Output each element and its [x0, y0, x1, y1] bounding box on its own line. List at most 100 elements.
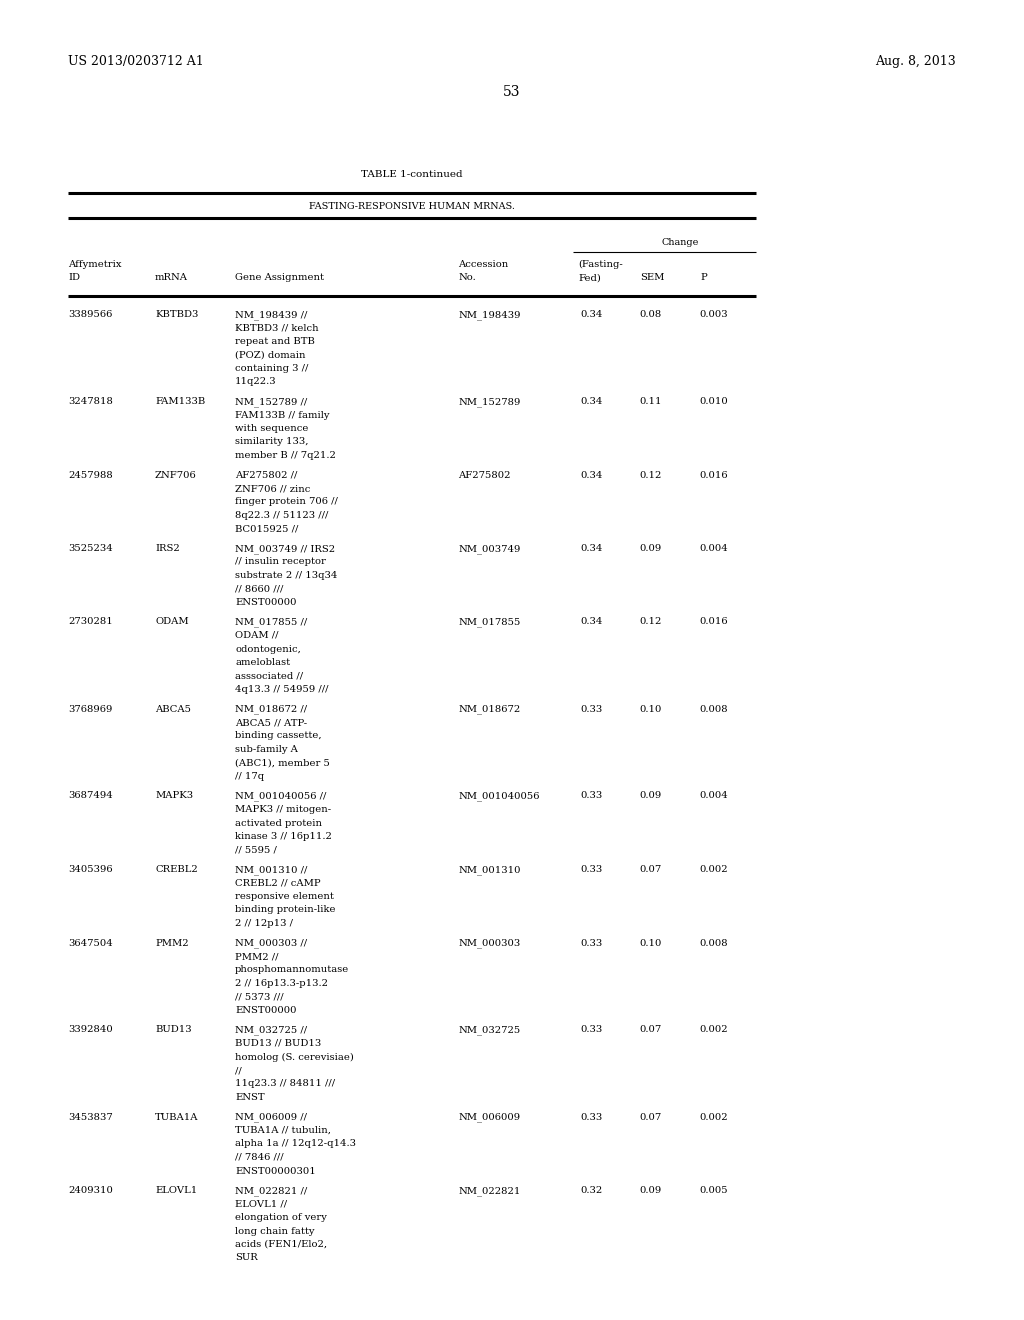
Text: 11q23.3 // 84811 ///: 11q23.3 // 84811 /// [234, 1080, 335, 1089]
Text: containing 3 //: containing 3 // [234, 364, 308, 374]
Text: 8q22.3 // 51123 ///: 8q22.3 // 51123 /// [234, 511, 329, 520]
Text: 0.11: 0.11 [640, 397, 662, 407]
Text: 3247818: 3247818 [68, 397, 113, 407]
Text: TABLE 1-continued: TABLE 1-continued [361, 170, 463, 180]
Text: 2457988: 2457988 [68, 470, 113, 479]
Text: (POZ) domain: (POZ) domain [234, 351, 305, 359]
Text: NM_000303 //: NM_000303 // [234, 939, 307, 948]
Text: NM_198439: NM_198439 [458, 310, 520, 319]
Text: acids (FEN1/Elo2,: acids (FEN1/Elo2, [234, 1239, 327, 1249]
Text: 3525234: 3525234 [68, 544, 113, 553]
Text: NM_152789 //: NM_152789 // [234, 397, 307, 407]
Text: 0.010: 0.010 [699, 397, 728, 407]
Text: NM_001310 //: NM_001310 // [234, 865, 307, 875]
Text: 0.34: 0.34 [581, 310, 603, 319]
Text: PMM2: PMM2 [155, 939, 188, 948]
Text: 0.07: 0.07 [640, 865, 662, 874]
Text: BUD13 // BUD13: BUD13 // BUD13 [234, 1039, 322, 1048]
Text: 3647504: 3647504 [68, 939, 113, 948]
Text: 3405396: 3405396 [68, 865, 113, 874]
Text: NM_001310: NM_001310 [458, 865, 520, 875]
Text: 0.33: 0.33 [581, 705, 603, 714]
Text: binding protein-like: binding protein-like [234, 906, 336, 915]
Text: ODAM //: ODAM // [234, 631, 279, 640]
Text: NM_018672 //: NM_018672 // [234, 705, 307, 714]
Text: 2 // 12p13 /: 2 // 12p13 / [234, 919, 293, 928]
Text: long chain fatty: long chain fatty [234, 1226, 314, 1236]
Text: P: P [700, 273, 707, 282]
Text: 4q13.3 // 54959 ///: 4q13.3 // 54959 /// [234, 685, 329, 694]
Text: 0.07: 0.07 [640, 1113, 662, 1122]
Text: 53: 53 [503, 84, 521, 99]
Text: NM_001040056: NM_001040056 [458, 792, 540, 801]
Text: CREBL2 // cAMP: CREBL2 // cAMP [234, 879, 321, 887]
Text: 0.33: 0.33 [581, 792, 603, 800]
Text: NM_032725 //: NM_032725 // [234, 1026, 307, 1035]
Text: NM_003749 // IRS2: NM_003749 // IRS2 [234, 544, 335, 553]
Text: ELOVL1 //: ELOVL1 // [234, 1200, 287, 1209]
Text: NM_152789: NM_152789 [458, 397, 520, 407]
Text: ABCA5: ABCA5 [155, 705, 191, 714]
Text: 0.10: 0.10 [640, 705, 662, 714]
Text: NM_017855: NM_017855 [458, 618, 520, 627]
Text: NM_017855 //: NM_017855 // [234, 618, 307, 627]
Text: 3392840: 3392840 [68, 1026, 113, 1035]
Text: with sequence: with sequence [234, 424, 308, 433]
Text: activated protein: activated protein [234, 818, 322, 828]
Text: 0.07: 0.07 [640, 1026, 662, 1035]
Text: elongation of very: elongation of very [234, 1213, 327, 1222]
Text: 0.016: 0.016 [699, 618, 728, 627]
Text: asssociated //: asssociated // [234, 672, 303, 681]
Text: Change: Change [662, 238, 698, 247]
Text: TUBA1A: TUBA1A [155, 1113, 199, 1122]
Text: AF275802: AF275802 [458, 470, 511, 479]
Text: 0.10: 0.10 [640, 939, 662, 948]
Text: kinase 3 // 16p11.2: kinase 3 // 16p11.2 [234, 832, 332, 841]
Text: repeat and BTB: repeat and BTB [234, 337, 314, 346]
Text: KBTBD3 // kelch: KBTBD3 // kelch [234, 323, 318, 333]
Text: ID: ID [68, 273, 80, 282]
Text: similarity 133,: similarity 133, [234, 437, 308, 446]
Text: NM_000303: NM_000303 [458, 939, 520, 948]
Text: ameloblast: ameloblast [234, 657, 290, 667]
Text: responsive element: responsive element [234, 892, 334, 902]
Text: 0.12: 0.12 [640, 618, 662, 627]
Text: // 8660 ///: // 8660 /// [234, 585, 284, 594]
Text: SUR: SUR [234, 1254, 258, 1262]
Text: // 7846 ///: // 7846 /// [234, 1152, 284, 1162]
Text: SEM: SEM [640, 273, 665, 282]
Text: TUBA1A // tubulin,: TUBA1A // tubulin, [234, 1126, 331, 1135]
Text: member B // 7q21.2: member B // 7q21.2 [234, 451, 336, 459]
Text: 3687494: 3687494 [68, 792, 113, 800]
Text: NM_022821: NM_022821 [458, 1185, 520, 1196]
Text: NM_003749: NM_003749 [458, 544, 520, 553]
Text: 0.09: 0.09 [640, 1185, 662, 1195]
Text: KBTBD3: KBTBD3 [155, 310, 199, 319]
Text: 3453837: 3453837 [68, 1113, 113, 1122]
Text: 0.005: 0.005 [699, 1185, 728, 1195]
Text: ENST: ENST [234, 1093, 264, 1102]
Text: 0.09: 0.09 [640, 792, 662, 800]
Text: 0.08: 0.08 [640, 310, 662, 319]
Text: sub-family A: sub-family A [234, 744, 298, 754]
Text: PMM2 //: PMM2 // [234, 952, 279, 961]
Text: 0.002: 0.002 [699, 1026, 728, 1035]
Text: Accession: Accession [458, 260, 508, 269]
Text: AF275802 //: AF275802 // [234, 470, 297, 479]
Text: BC015925 //: BC015925 // [234, 524, 298, 533]
Text: 0.016: 0.016 [699, 470, 728, 479]
Text: ZNF706: ZNF706 [155, 470, 197, 479]
Text: //: // [234, 1067, 242, 1074]
Text: MAPK3 // mitogen-: MAPK3 // mitogen- [234, 805, 331, 814]
Text: homolog (S. cerevisiae): homolog (S. cerevisiae) [234, 1052, 354, 1061]
Text: ABCA5 // ATP-: ABCA5 // ATP- [234, 718, 307, 727]
Text: 0.34: 0.34 [581, 397, 603, 407]
Text: FAM133B: FAM133B [155, 397, 205, 407]
Text: NM_006009: NM_006009 [458, 1113, 520, 1122]
Text: 0.32: 0.32 [581, 1185, 603, 1195]
Text: substrate 2 // 13q34: substrate 2 // 13q34 [234, 572, 337, 579]
Text: (ABC1), member 5: (ABC1), member 5 [234, 759, 330, 767]
Text: 0.002: 0.002 [699, 865, 728, 874]
Text: MAPK3: MAPK3 [155, 792, 194, 800]
Text: finger protein 706 //: finger protein 706 // [234, 498, 338, 507]
